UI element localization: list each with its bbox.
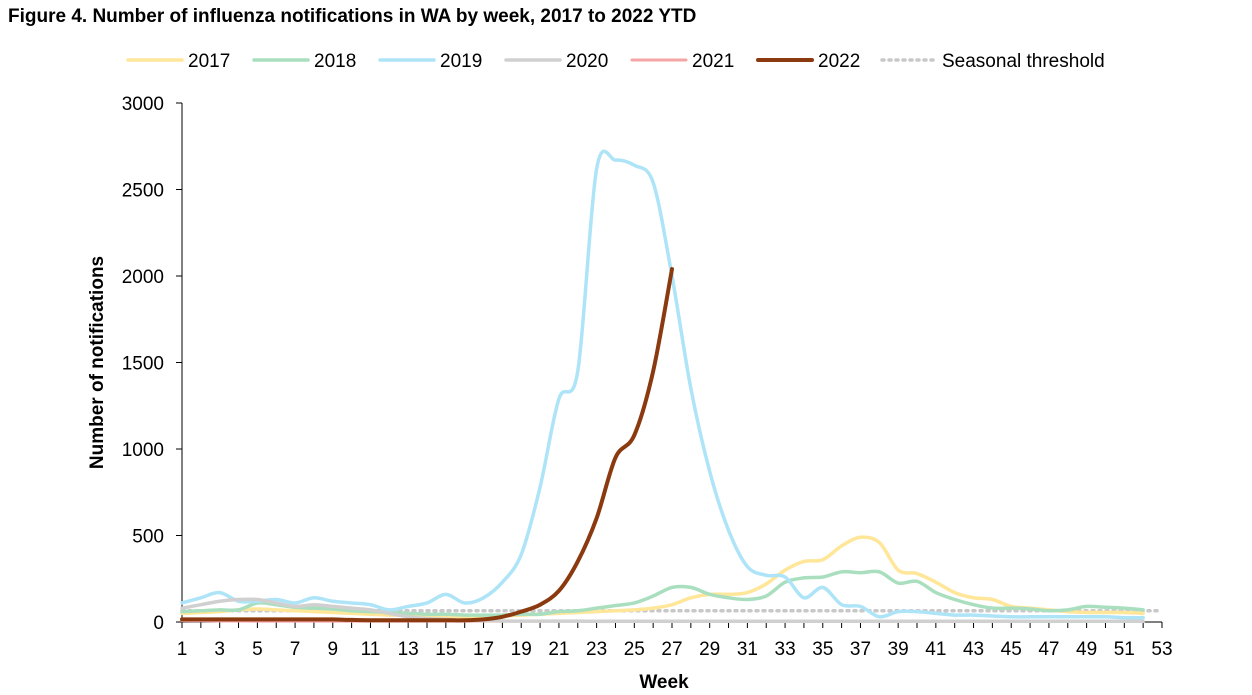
- chart-title: Figure 4. Number of influenza notificati…: [8, 6, 697, 27]
- x-tick-label: 7: [290, 639, 301, 660]
- x-tick-label: 17: [473, 639, 494, 660]
- legend-label: 2017: [188, 51, 230, 72]
- series-line-2018: [180, 569, 1145, 617]
- series-line-2019: [180, 149, 1145, 620]
- x-tick-label: 11: [361, 639, 381, 660]
- y-tick-label: 2000: [122, 267, 164, 288]
- y-tick-label: 1500: [122, 354, 164, 375]
- legend-label: Seasonal threshold: [942, 51, 1105, 72]
- x-tick-label: 9: [327, 639, 338, 660]
- y-tick-label: 500: [132, 527, 164, 548]
- x-tick-label: 29: [699, 639, 720, 660]
- series-line-2020: [180, 597, 1145, 624]
- x-tick-label: 5: [252, 639, 263, 660]
- legend-label: 2019: [440, 51, 482, 72]
- x-tick-label: 37: [850, 639, 871, 660]
- x-tick-label: 21: [548, 639, 569, 660]
- y-tick-label: 0: [153, 613, 164, 634]
- series-line-2017: [180, 535, 1145, 619]
- x-tick-label: 23: [586, 639, 607, 660]
- legend-label: 2020: [566, 51, 608, 72]
- x-tick-label: 35: [812, 639, 833, 660]
- x-tick-label: 45: [1001, 639, 1022, 660]
- x-tick-label: 33: [775, 639, 796, 660]
- x-tick-label: 49: [1076, 639, 1097, 660]
- y-tick-label: 2500: [122, 181, 164, 202]
- x-tick-label: 31: [737, 639, 758, 660]
- x-tick-label: 1: [177, 639, 188, 660]
- x-tick-label: 43: [963, 639, 984, 660]
- x-tick-label: 15: [435, 639, 456, 660]
- x-tick-label: 53: [1151, 639, 1172, 660]
- x-tick-label: 41: [925, 639, 946, 660]
- x-tick-label: 25: [624, 639, 645, 660]
- series-line-2022: [180, 267, 674, 623]
- x-tick-label: 19: [511, 639, 532, 660]
- y-axis-label: Number of notifications: [87, 256, 108, 469]
- y-tick-label: 1000: [122, 440, 164, 461]
- legend-label: 2022: [818, 51, 860, 72]
- x-tick-label: 51: [1114, 639, 1135, 660]
- x-tick-label: 13: [398, 639, 419, 660]
- x-tick-label: 27: [661, 639, 682, 660]
- x-tick-label: 39: [888, 639, 909, 660]
- x-axis-label: Week: [639, 672, 689, 693]
- y-tick-label: 3000: [122, 94, 164, 115]
- legend-label: 2018: [314, 51, 356, 72]
- x-tick-label: 47: [1038, 639, 1059, 660]
- x-tick-label: 3: [214, 639, 225, 660]
- legend-label: 2021: [692, 51, 734, 72]
